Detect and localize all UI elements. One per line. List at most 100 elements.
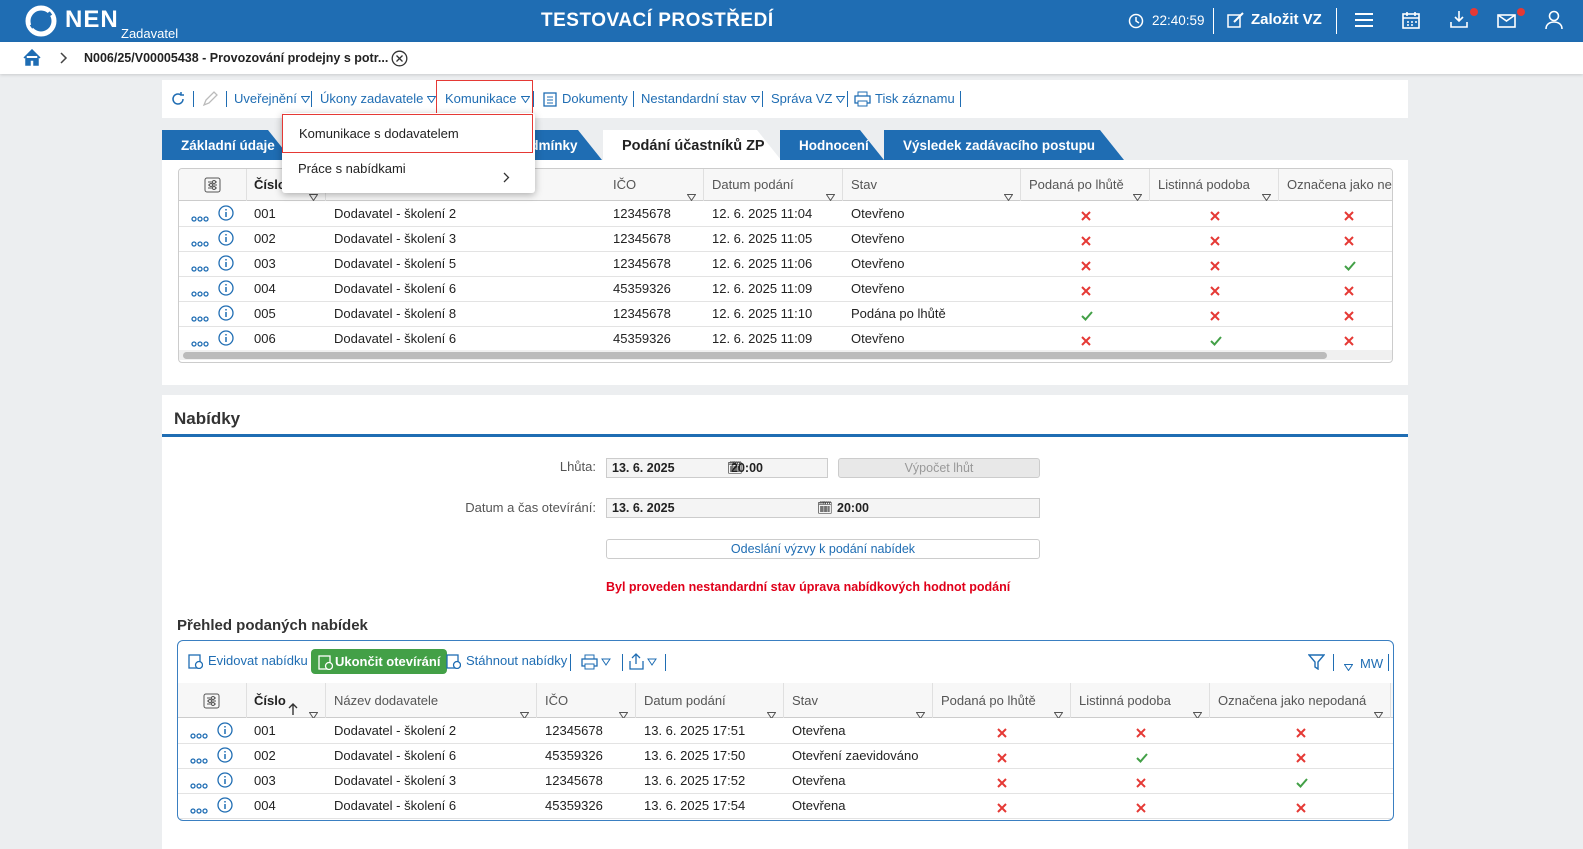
column-header[interactable]: Stav	[843, 169, 1021, 201]
separator	[633, 91, 634, 107]
cross-mark	[1081, 209, 1091, 224]
cell: Dodavatel - školení 6	[334, 744, 535, 768]
column-header[interactable]: Podaná po lhůtě	[1021, 169, 1150, 201]
toolbar-item[interactable]: Dokumenty	[562, 91, 628, 106]
cell: Dodavatel - školení 2	[334, 202, 603, 226]
separator	[311, 91, 312, 107]
dropdown-item[interactable]: Komunikace s dodavatelem	[282, 114, 533, 153]
info-icon[interactable]	[217, 797, 233, 816]
table-row: 001Dodavatel - školení 21234567812. 6. 2…	[179, 202, 1392, 227]
more-icon[interactable]	[190, 777, 208, 792]
column-settings-icon[interactable]	[204, 177, 221, 196]
info-icon[interactable]	[218, 330, 234, 349]
toolbar-button-icon	[446, 654, 461, 672]
menu-icon[interactable]	[1355, 12, 1373, 28]
edit-icon[interactable]	[202, 91, 218, 110]
check-mark	[1081, 309, 1093, 324]
send-button[interactable]: Odeslání výzvy k podání nabídek	[606, 539, 1040, 559]
toolbar-button[interactable]: Ukončit otevírání	[311, 649, 447, 674]
cell: 45359326	[545, 744, 634, 768]
close-icon[interactable]	[391, 50, 408, 67]
cell: Otevřeno	[851, 277, 1019, 301]
more-icon[interactable]	[190, 727, 208, 742]
more-icon[interactable]	[191, 210, 209, 225]
column-header[interactable]: Označena jako nepodaná	[1210, 683, 1391, 718]
column-header[interactable]: Stav	[784, 683, 933, 718]
deadline-date[interactable]: 13. 6. 2025🗓20:00	[606, 458, 828, 478]
dropdown-item[interactable]: Práce s nabídkami	[282, 154, 533, 184]
more-icon[interactable]	[191, 235, 209, 250]
info-icon[interactable]	[218, 255, 234, 274]
create-button[interactable]: Založit VZ	[1251, 11, 1322, 28]
tab[interactable]: Hodnocení	[780, 130, 884, 160]
cross-mark	[997, 776, 1007, 791]
info-icon[interactable]	[217, 772, 233, 791]
column-header-label: Datum podání	[644, 693, 726, 708]
column-header[interactable]: Listinná podoba	[1150, 169, 1279, 201]
column-header[interactable]: Datum podání	[636, 683, 784, 718]
calc-button[interactable]: Výpočet lhůt	[838, 458, 1040, 478]
more-icon[interactable]	[190, 802, 208, 817]
info-icon[interactable]	[217, 722, 233, 741]
column-header[interactable]: IČO	[605, 169, 704, 201]
info-icon[interactable]	[218, 230, 234, 249]
more-icon[interactable]	[190, 752, 208, 767]
cross-mark	[1344, 284, 1354, 299]
toolbar-button[interactable]: Evidovat nabídku	[188, 653, 308, 668]
column-header[interactable]: Označena jako nep	[1279, 169, 1393, 201]
column-header[interactable]: Listinná podoba	[1071, 683, 1210, 718]
view-name[interactable]: MW	[1360, 656, 1383, 671]
more-icon[interactable]	[191, 285, 209, 300]
more-icon[interactable]	[191, 260, 209, 275]
tab[interactable]: Výsledek zadávacího postupu	[884, 130, 1124, 160]
opening-label: Datum a čas otevírání:	[162, 500, 596, 515]
toolbar-button[interactable]: Stáhnout nabídky	[446, 653, 567, 668]
edit-icon[interactable]	[1227, 11, 1245, 29]
cell: 001	[254, 719, 324, 743]
home-icon[interactable]	[23, 49, 41, 66]
toolbar-item[interactable]: Správa VZ	[771, 91, 845, 106]
column-header[interactable]: Podaná po lhůtě	[933, 683, 1071, 718]
print-menu[interactable]	[581, 654, 613, 673]
export-menu[interactable]	[629, 653, 661, 673]
cross-mark	[1296, 801, 1306, 816]
column-header[interactable]: Datum podání	[704, 169, 843, 201]
column-header[interactable]: IČO	[537, 683, 636, 718]
download-icon[interactable]	[1450, 8, 1480, 32]
toolbar-item[interactable]: Tisk záznamu	[875, 91, 955, 106]
cell: 12345678	[545, 719, 634, 743]
toolbar-item[interactable]: Úkony zadavatele	[320, 91, 436, 106]
separator	[847, 91, 848, 107]
info-icon[interactable]	[218, 205, 234, 224]
column-header-label: Datum podání	[712, 177, 794, 192]
info-icon[interactable]	[217, 747, 233, 766]
info-icon[interactable]	[218, 280, 234, 299]
filter-arrow	[687, 181, 696, 201]
toolbar-item-label: Tisk záznamu	[875, 91, 955, 106]
toolbar-item[interactable]: Nestandardní stav	[641, 91, 760, 106]
view-arrow[interactable]	[1344, 659, 1353, 674]
column-settings-icon[interactable]	[203, 693, 220, 712]
refresh-icon[interactable]	[170, 91, 186, 110]
column-header[interactable]: Název dodavatele	[326, 683, 537, 718]
section-title: Nabídky	[174, 409, 240, 429]
toolbar-item[interactable]: Uveřejnění	[234, 91, 310, 106]
mail-icon[interactable]	[1497, 8, 1527, 32]
toolbar-item-label: Úkony zadavatele	[320, 91, 423, 106]
calendar-icon[interactable]	[1402, 11, 1420, 29]
cell: 004	[254, 277, 324, 301]
tab[interactable]: Podání účastníků ZP	[603, 130, 781, 160]
cross-mark	[1081, 284, 1091, 299]
more-icon[interactable]	[191, 310, 209, 325]
column-header-label: IČO	[613, 177, 636, 192]
cell: 12. 6. 2025 11:04	[712, 202, 841, 226]
more-icon[interactable]	[191, 335, 209, 350]
user-icon[interactable]	[1545, 10, 1563, 30]
cell: Dodavatel - školení 6	[334, 327, 603, 351]
opening-date[interactable]: 13. 6. 2025🗓20:00	[606, 498, 1040, 518]
tab[interactable]: Základní údaje	[162, 130, 292, 160]
scrollbar-thumb[interactable]	[183, 352, 1327, 359]
filter-icon[interactable]	[1308, 654, 1325, 673]
column-header[interactable]: Číslo	[246, 683, 326, 718]
info-icon[interactable]	[218, 305, 234, 324]
